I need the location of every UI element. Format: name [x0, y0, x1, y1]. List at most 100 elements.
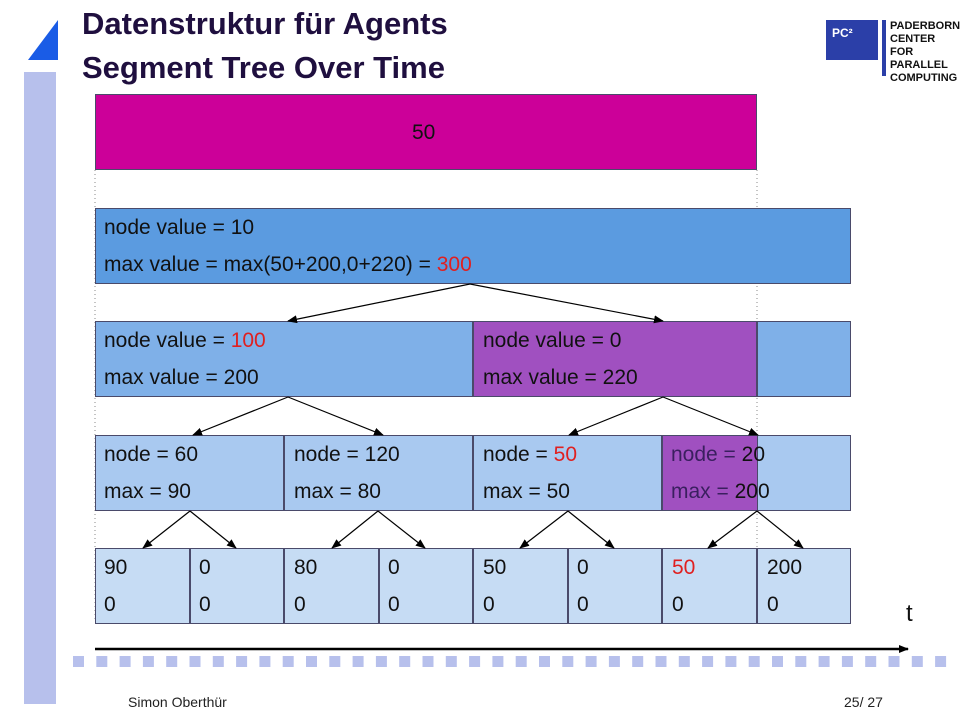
timeline-dot	[865, 656, 877, 667]
level3-4-node-prefix: node =	[671, 443, 742, 466]
decorative-triangle-icon	[28, 20, 58, 60]
leaf-6: 0 0	[568, 548, 662, 624]
leaf-5-bottom: 0	[483, 593, 495, 616]
level3-3-node-prefix: node =	[483, 443, 554, 466]
timeline-dot	[352, 656, 364, 667]
page-title-line-1: Datenstruktur für Agents	[82, 6, 448, 41]
timeline-dot	[166, 656, 178, 667]
leaf-7-top: 50	[672, 556, 696, 579]
level1-node-line: node value = 10	[104, 216, 254, 240]
level2-right-node-value: 0	[609, 329, 622, 352]
timeline-dot	[469, 656, 481, 667]
leaf-8-top: 200	[767, 556, 803, 579]
timeline-dot	[772, 656, 783, 667]
timeline-dot	[282, 656, 294, 667]
leaf-2-top: 0	[199, 556, 211, 579]
footer-author: Simon Oberthür	[128, 694, 227, 710]
leaf-7-bottom: 0	[672, 593, 684, 616]
timeline-dot	[399, 656, 411, 667]
leaf-6-bottom: 0	[577, 593, 589, 616]
timeline-dot	[492, 656, 504, 667]
level3-1-node-value: 60	[174, 443, 199, 466]
leaf-7: 50 0	[662, 548, 757, 624]
level3-4-max-value: 200	[734, 480, 770, 503]
logo-badge-text: PC²	[832, 26, 853, 40]
level3-3-node-line: node = 50	[483, 443, 577, 467]
timeline-dot	[375, 656, 387, 667]
edge-l3b-right	[377, 510, 426, 549]
timeline-dot	[562, 656, 574, 667]
level1-node-prefix: node value =	[104, 216, 231, 239]
level3-3-max-value: 50	[546, 480, 570, 503]
level2-left-max-value: 200	[223, 366, 259, 389]
logo-badge: PC²	[826, 20, 878, 60]
leaf-2: 0 0	[190, 548, 284, 624]
timeline-dot	[702, 656, 714, 667]
logo-line-3: PARALLEL	[890, 59, 948, 71]
timeline-dot	[911, 656, 923, 667]
timeline-dot	[189, 656, 201, 667]
time-axis-label: t	[906, 600, 913, 627]
leaf-3-bottom: 0	[294, 593, 306, 616]
logo-line-2: CENTER FOR	[890, 33, 936, 58]
level2-left-max-line: max value = 200	[104, 366, 259, 390]
edge-l2b-right	[662, 396, 759, 436]
page-title-line-2: Segment Tree Over Time	[82, 50, 445, 85]
level2-node-right: node value = 0 max value = 220	[473, 321, 757, 397]
footer-page-number: 25/ 27	[844, 694, 883, 710]
level1-node-value: 10	[230, 216, 255, 239]
root-node: 50	[95, 94, 757, 170]
level3-node-1: node = 60 max = 90	[95, 435, 284, 511]
logo-text: PADERBORN CENTER FOR PARALLEL COMPUTING	[890, 20, 960, 85]
level3-2-node-value: 120	[364, 443, 400, 466]
timeline-dot	[445, 656, 457, 667]
level3-node-4-purple	[662, 435, 757, 511]
leaf-1-bottom: 0	[104, 593, 116, 616]
edge-l2a-right	[287, 396, 384, 436]
timeline-dot	[678, 656, 690, 667]
level2-right-max-prefix: max value =	[483, 366, 603, 389]
level3-2-max-line: max = 80	[294, 480, 381, 504]
timeline-dot	[515, 656, 527, 667]
leaf-4: 0 0	[379, 548, 473, 624]
edge-l1-left	[287, 283, 471, 324]
level1-max-line: max value = max(50+200,0+220) = 300	[104, 253, 472, 277]
edge-l3d-right	[756, 510, 804, 549]
level3-4-node-line: node = 20	[671, 443, 765, 467]
level2-node-left: node value = 100 max value = 200	[95, 321, 473, 397]
leaf-6-top: 0	[577, 556, 589, 579]
timeline-dot	[841, 656, 853, 667]
leaf-1-top: 90	[104, 556, 128, 579]
edge-l3a-right	[189, 510, 237, 549]
timeline-dot	[608, 656, 620, 667]
timeline-dots-decoration	[73, 656, 947, 667]
root-value: 50	[412, 121, 436, 144]
timeline-dot	[236, 656, 248, 667]
level2-right-max-value: 220	[602, 366, 638, 389]
level2-left-node-prefix: node value =	[104, 329, 231, 352]
edge-l3a-left	[142, 510, 191, 549]
timeline-dot	[795, 656, 807, 667]
timeline-dot	[422, 656, 434, 667]
level3-2-max-value: 80	[357, 480, 381, 503]
level3-3-node-value: 50	[553, 443, 578, 466]
sidebar-decoration	[24, 72, 56, 704]
level3-3-max-line: max = 50	[483, 480, 570, 504]
timeline-dot	[119, 656, 131, 667]
leaf-3-top: 80	[294, 556, 318, 579]
logo-line-1: PADERBORN	[890, 20, 960, 32]
level1-max-value: 300	[436, 253, 472, 276]
level3-1-max-line: max = 90	[104, 480, 191, 504]
level3-node-4-extension	[757, 435, 851, 511]
timeline-dot	[632, 656, 644, 667]
leaf-1: 90 0	[95, 548, 190, 624]
leaf-8: 200 0	[757, 548, 851, 624]
edge-l2b-left	[568, 396, 664, 436]
timeline-dot	[73, 656, 84, 667]
level2-left-node-value: 100	[230, 329, 266, 352]
level1-node: node value = 10 max value = max(50+200,0…	[95, 208, 851, 284]
edge-l1-right	[469, 283, 664, 324]
timeline-dot	[329, 656, 341, 667]
